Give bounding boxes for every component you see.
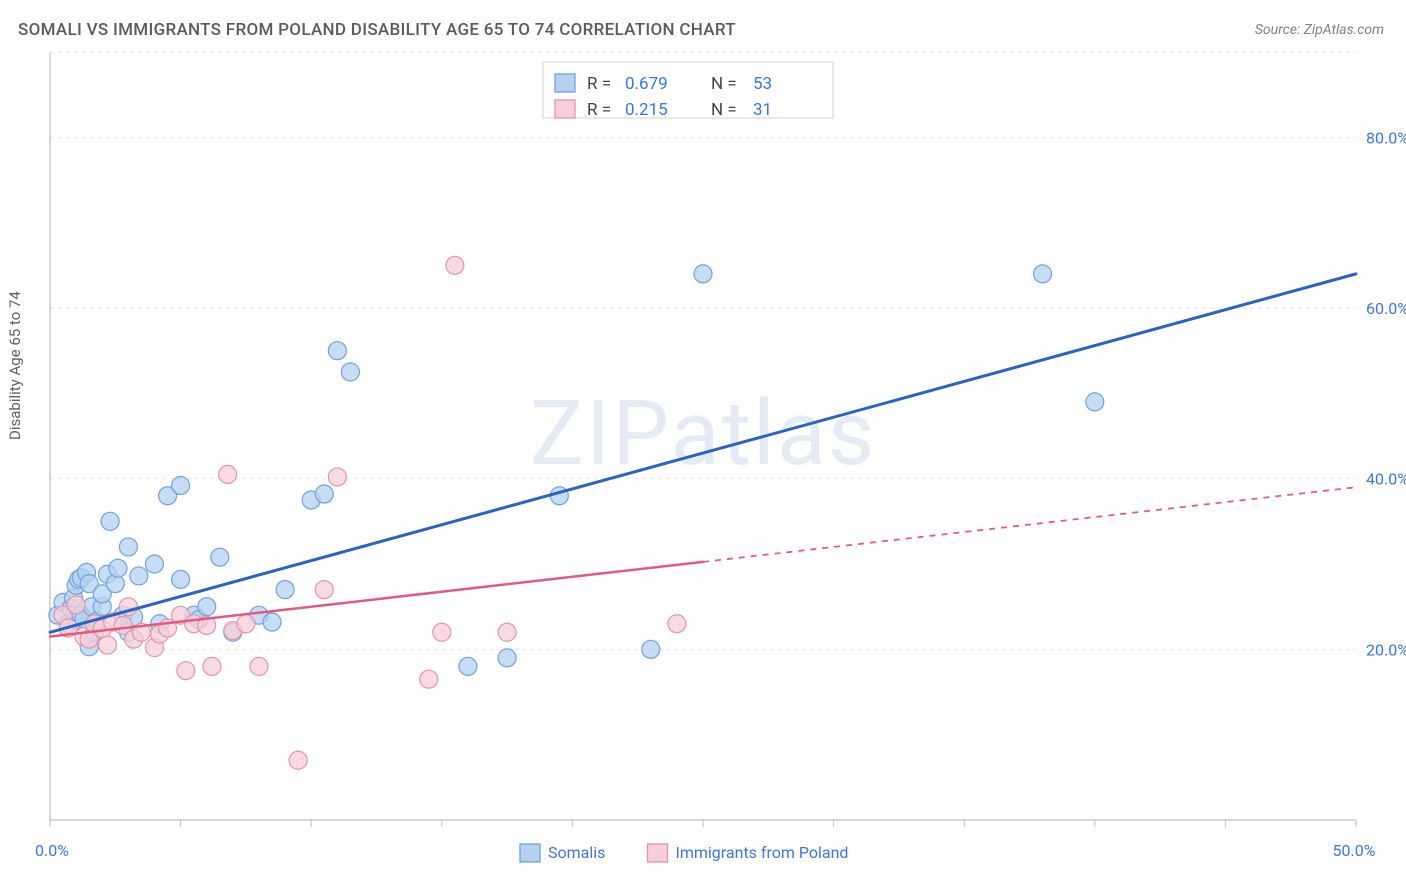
scatter-point — [498, 649, 516, 667]
y-tick-label: 40.0% — [1366, 470, 1406, 489]
scatter-point — [328, 342, 346, 360]
legend-r-label: R = — [587, 74, 611, 94]
legend-series-label: Immigrants from Poland — [676, 843, 849, 862]
scatter-point — [172, 570, 190, 588]
scatter-point — [98, 636, 116, 654]
scatter-point — [642, 640, 660, 658]
scatter-point — [172, 476, 190, 494]
y-tick-label: 20.0% — [1366, 640, 1406, 659]
trend-line — [50, 274, 1356, 632]
scatter-point — [109, 559, 127, 577]
legend-swatch — [555, 100, 575, 118]
scatter-point — [203, 657, 221, 675]
scatter-point — [1034, 265, 1052, 283]
scatter-point — [328, 468, 346, 486]
scatter-point — [198, 598, 216, 616]
legend-n-value: 53 — [753, 74, 772, 94]
legend-swatch — [648, 844, 668, 862]
legend-n-label: N = — [711, 100, 737, 120]
scatter-point — [145, 555, 163, 573]
scatter-point — [694, 265, 712, 283]
legend-swatch — [520, 844, 540, 862]
scatter-point — [315, 485, 333, 503]
y-tick-label: 60.0% — [1366, 299, 1406, 318]
scatter-point — [276, 581, 294, 599]
legend-swatch — [555, 74, 575, 92]
scatter-point — [668, 615, 686, 633]
scatter-point — [459, 657, 477, 675]
scatter-point — [433, 623, 451, 641]
scatter-point — [237, 615, 255, 633]
x-tick-label: 50.0% — [1333, 841, 1376, 860]
scatter-point — [219, 465, 237, 483]
scatter-point — [289, 751, 307, 769]
scatter-point — [1086, 393, 1104, 411]
scatter-point — [498, 623, 516, 641]
scatter-point — [67, 596, 85, 614]
legend-r-value: 0.679 — [625, 74, 668, 94]
legend-series-label: Somalis — [548, 843, 605, 862]
scatter-point — [315, 581, 333, 599]
x-tick-label: 0.0% — [35, 841, 69, 860]
scatter-point — [177, 662, 195, 680]
scatter-point — [250, 657, 268, 675]
scatter-point — [101, 512, 119, 530]
legend-r-label: R = — [587, 100, 611, 120]
trend-line-dashed — [703, 487, 1356, 562]
scatter-point — [420, 670, 438, 688]
correlation-scatter-chart: ZIPatlas 20.0% 40.0% 60.0% 80.0% 0.0% 50.0% R =… — [0, 0, 1406, 892]
legend-n-value: 31 — [753, 100, 772, 120]
scatter-point — [130, 567, 148, 585]
scatter-point — [211, 548, 229, 566]
scatter-point — [119, 538, 137, 556]
legend-r-value: 0.215 — [625, 100, 668, 120]
y-tick-label: 80.0% — [1366, 128, 1406, 147]
scatter-point — [263, 613, 281, 631]
scatter-point — [446, 256, 464, 274]
scatter-point — [341, 363, 359, 381]
legend-n-label: N = — [711, 74, 737, 94]
watermark: ZIPatlas — [530, 381, 876, 486]
